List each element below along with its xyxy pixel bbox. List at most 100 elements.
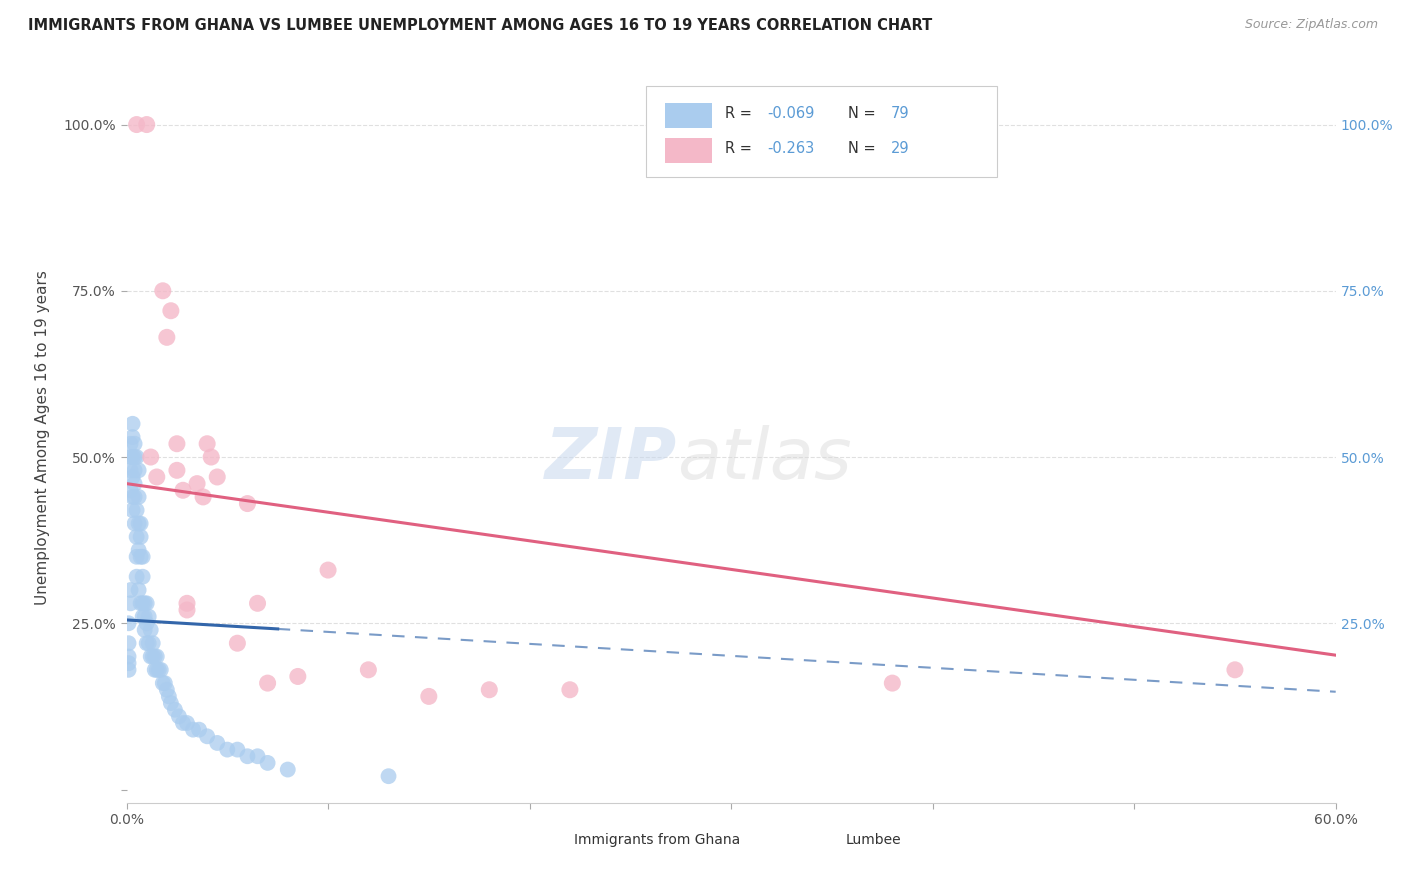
Point <box>139 450 162 464</box>
Point <box>149 663 172 677</box>
Point <box>128 543 150 558</box>
Text: atlas: atlas <box>676 425 851 493</box>
Point <box>125 503 148 517</box>
Point <box>117 616 139 631</box>
Point <box>195 436 218 450</box>
Point <box>128 516 150 531</box>
Point <box>124 463 146 477</box>
Point <box>134 623 156 637</box>
Point <box>120 596 142 610</box>
Point <box>256 676 278 690</box>
Point <box>117 636 139 650</box>
Text: -0.263: -0.263 <box>768 141 814 156</box>
Point <box>377 769 399 783</box>
Point <box>152 676 174 690</box>
Point <box>120 483 142 498</box>
Point <box>176 716 198 731</box>
Point <box>418 690 440 704</box>
Point <box>160 303 183 318</box>
Point <box>163 703 186 717</box>
Point <box>181 723 204 737</box>
Point <box>121 503 143 517</box>
Point <box>121 490 143 504</box>
Point <box>146 663 169 677</box>
Text: Lumbee: Lumbee <box>846 833 901 847</box>
Text: 79: 79 <box>891 105 910 120</box>
Point <box>882 676 904 690</box>
Point <box>172 483 194 498</box>
Point <box>131 549 153 564</box>
Point <box>135 636 157 650</box>
Point <box>156 682 179 697</box>
FancyBboxPatch shape <box>665 138 711 163</box>
Text: N =: N = <box>848 105 880 120</box>
Point <box>120 582 142 597</box>
Point <box>134 609 156 624</box>
Point <box>195 729 218 743</box>
Point <box>478 682 501 697</box>
Point <box>152 284 174 298</box>
Point <box>226 742 249 756</box>
Point <box>226 636 249 650</box>
Point <box>176 596 198 610</box>
Point <box>172 716 194 731</box>
Point <box>166 463 188 477</box>
Point <box>236 497 259 511</box>
Point <box>186 476 208 491</box>
Point <box>134 596 156 610</box>
Point <box>128 582 150 597</box>
Point <box>120 436 142 450</box>
Text: R =: R = <box>725 105 756 120</box>
Point <box>138 609 160 624</box>
Text: R =: R = <box>725 141 756 156</box>
Point <box>246 749 269 764</box>
Point <box>125 118 148 132</box>
Text: Immigrants from Ghana: Immigrants from Ghana <box>574 833 740 847</box>
Point <box>131 570 153 584</box>
Point <box>131 596 153 610</box>
Point <box>124 450 146 464</box>
Point <box>176 603 198 617</box>
Point <box>246 596 269 610</box>
Point <box>139 623 162 637</box>
Point <box>121 430 143 444</box>
Point <box>143 663 166 677</box>
Point <box>146 470 169 484</box>
Point <box>129 596 152 610</box>
Point <box>167 709 190 723</box>
Point <box>256 756 278 770</box>
Point <box>357 663 380 677</box>
Point <box>236 749 259 764</box>
Point <box>217 742 239 756</box>
Text: IMMIGRANTS FROM GHANA VS LUMBEE UNEMPLOYMENT AMONG AGES 16 TO 19 YEARS CORRELATI: IMMIGRANTS FROM GHANA VS LUMBEE UNEMPLOY… <box>28 18 932 33</box>
Point <box>146 649 169 664</box>
Point <box>129 516 152 531</box>
Point <box>205 470 228 484</box>
Point <box>135 616 157 631</box>
Point <box>157 690 180 704</box>
Point <box>139 649 162 664</box>
Point <box>124 490 146 504</box>
Point <box>121 470 143 484</box>
Point <box>131 609 153 624</box>
Text: N =: N = <box>848 141 880 156</box>
Point <box>124 476 146 491</box>
Point <box>153 676 176 690</box>
Text: 29: 29 <box>891 141 910 156</box>
Point <box>125 450 148 464</box>
Point <box>124 516 146 531</box>
Point <box>156 330 179 344</box>
Point <box>120 463 142 477</box>
Point <box>125 549 148 564</box>
Text: Source: ZipAtlas.com: Source: ZipAtlas.com <box>1244 18 1378 31</box>
FancyBboxPatch shape <box>529 834 568 858</box>
Point <box>166 436 188 450</box>
Point <box>148 663 170 677</box>
Point <box>117 656 139 670</box>
FancyBboxPatch shape <box>665 103 711 128</box>
Point <box>128 490 150 504</box>
Y-axis label: Unemployment Among Ages 16 to 19 years: Unemployment Among Ages 16 to 19 years <box>35 269 49 605</box>
Point <box>135 596 157 610</box>
Point <box>125 530 148 544</box>
Point <box>124 436 146 450</box>
